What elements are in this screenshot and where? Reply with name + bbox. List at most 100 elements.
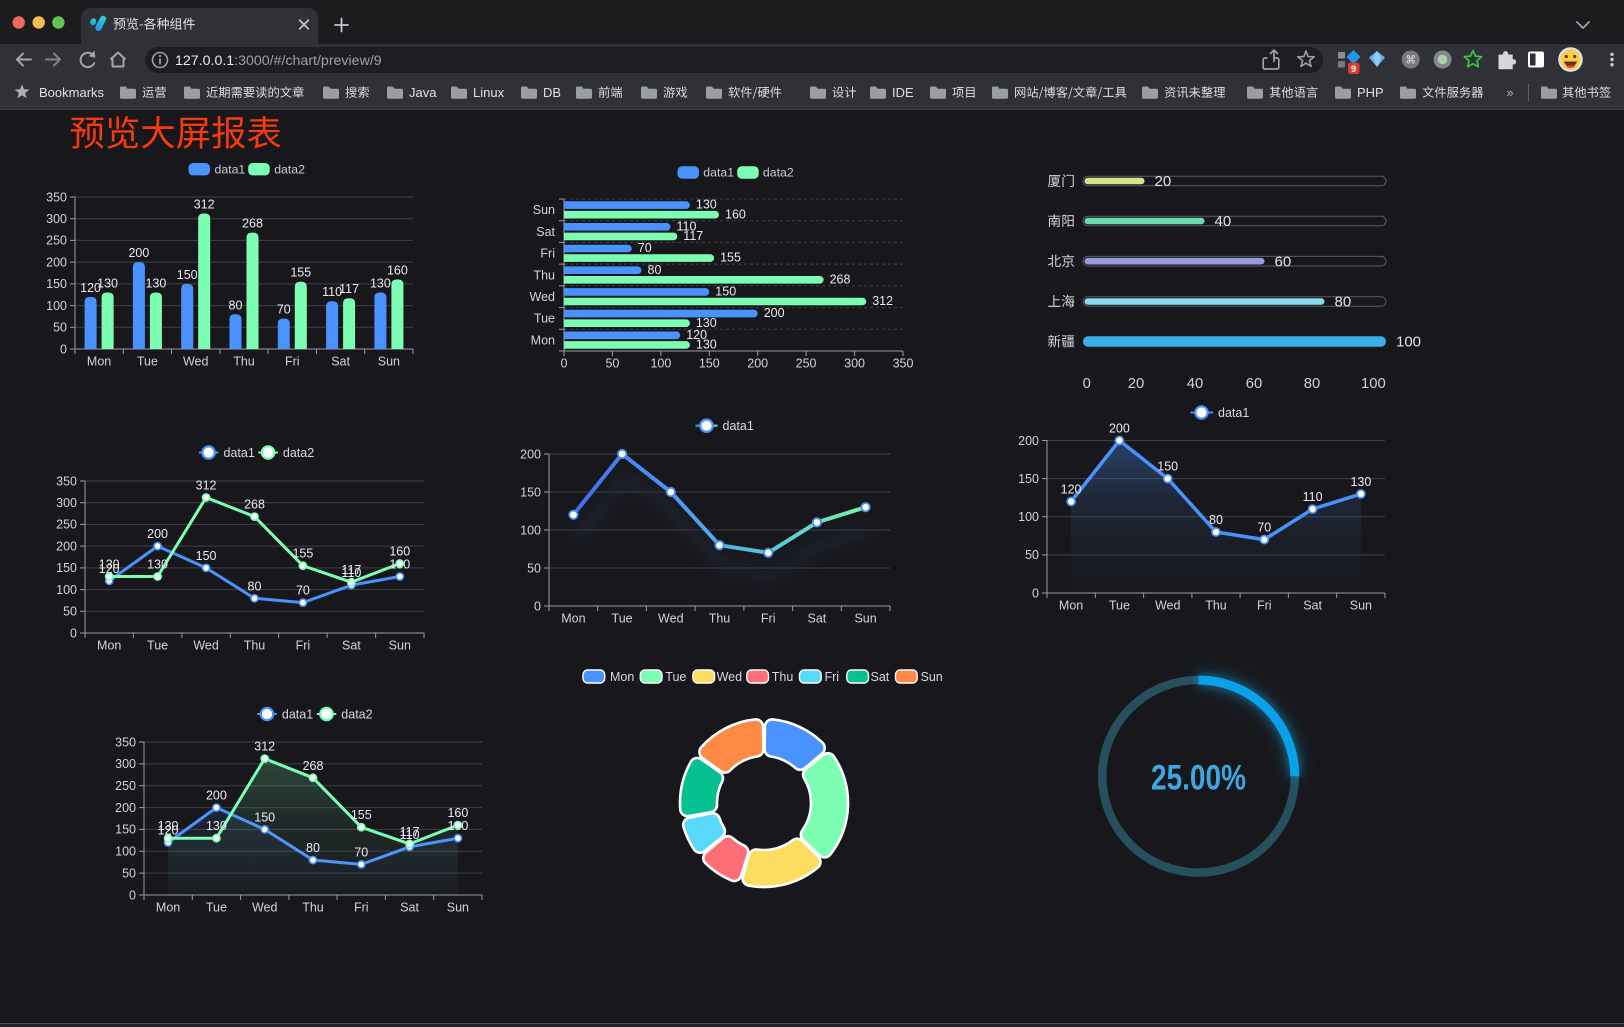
svg-text:Tue: Tue — [534, 312, 555, 326]
svg-text:PHP: PHP — [1357, 85, 1384, 100]
svg-text:130: 130 — [158, 819, 179, 833]
svg-text:Sun: Sun — [378, 355, 400, 369]
svg-text:data1: data1 — [215, 162, 246, 176]
svg-text:100: 100 — [1361, 376, 1386, 392]
svg-text:200: 200 — [764, 306, 785, 320]
svg-text:110: 110 — [400, 828, 420, 842]
svg-text:268: 268 — [244, 498, 265, 512]
svg-text:80: 80 — [1304, 376, 1320, 392]
svg-text:130: 130 — [145, 277, 166, 291]
svg-text:100: 100 — [650, 357, 671, 371]
svg-text:268: 268 — [303, 759, 324, 773]
svg-text:Sun: Sun — [389, 639, 411, 653]
svg-text:312: 312 — [194, 198, 215, 212]
svg-text:data1: data1 — [224, 446, 255, 460]
svg-text:155: 155 — [720, 251, 741, 265]
svg-text:70: 70 — [1257, 521, 1271, 535]
svg-text:data1: data1 — [282, 707, 313, 721]
svg-text:100: 100 — [1018, 510, 1039, 524]
svg-text:Thu: Thu — [709, 612, 731, 626]
svg-text:Linux: Linux — [473, 85, 505, 100]
svg-text:Tue: Tue — [206, 901, 227, 915]
svg-text:300: 300 — [844, 357, 865, 371]
svg-text:117: 117 — [400, 825, 420, 839]
svg-text:268: 268 — [242, 217, 263, 231]
svg-text:80: 80 — [1209, 513, 1223, 527]
svg-text:50: 50 — [53, 321, 67, 335]
svg-text:0: 0 — [1083, 376, 1091, 392]
svg-text:350: 350 — [56, 474, 77, 488]
svg-text:80: 80 — [1335, 294, 1352, 311]
svg-text:130: 130 — [696, 316, 717, 330]
svg-text:Thu: Thu — [244, 639, 266, 653]
svg-text:200: 200 — [56, 539, 77, 553]
svg-text:0: 0 — [534, 599, 541, 613]
svg-text:0: 0 — [1032, 586, 1039, 600]
svg-text:130: 130 — [97, 277, 118, 291]
svg-text:Sun: Sun — [1350, 599, 1372, 613]
svg-text:150: 150 — [1157, 460, 1178, 474]
svg-text:150: 150 — [177, 268, 198, 282]
svg-text:Tue: Tue — [1109, 599, 1130, 613]
svg-text:data1: data1 — [1218, 406, 1249, 420]
svg-text:155: 155 — [351, 808, 372, 822]
svg-text:160: 160 — [447, 806, 468, 820]
svg-text:Tue: Tue — [137, 355, 158, 369]
svg-text:70: 70 — [277, 303, 291, 317]
svg-text:350: 350 — [893, 357, 914, 371]
svg-text:200: 200 — [1018, 434, 1039, 448]
svg-text:200: 200 — [115, 801, 136, 815]
svg-text:160: 160 — [389, 545, 410, 559]
svg-text:Mon: Mon — [610, 670, 634, 684]
svg-text:Mon: Mon — [1059, 599, 1083, 613]
svg-text:Mon: Mon — [531, 333, 555, 347]
svg-text:100: 100 — [115, 845, 136, 859]
svg-text:110: 110 — [341, 566, 361, 580]
svg-text:Java: Java — [409, 85, 437, 100]
svg-text:155: 155 — [290, 266, 311, 280]
svg-text:160: 160 — [725, 207, 746, 221]
svg-text:»: » — [1506, 85, 1513, 100]
svg-text:Thu: Thu — [233, 355, 255, 369]
svg-text:300: 300 — [46, 212, 67, 226]
svg-text:20: 20 — [1128, 376, 1144, 392]
svg-text:155: 155 — [292, 547, 313, 561]
svg-text:160: 160 — [387, 264, 408, 278]
svg-text:Fri: Fri — [296, 639, 311, 653]
svg-text:300: 300 — [115, 757, 136, 771]
svg-text:Wed: Wed — [1155, 599, 1181, 613]
svg-text:150: 150 — [715, 285, 736, 299]
svg-text:130: 130 — [696, 338, 717, 352]
svg-text:312: 312 — [196, 479, 217, 493]
svg-text:Fri: Fri — [1257, 599, 1272, 613]
svg-text:⌘: ⌘ — [1405, 55, 1416, 67]
svg-text:312: 312 — [872, 294, 893, 308]
svg-text:50: 50 — [1025, 548, 1039, 562]
svg-text:Tue: Tue — [612, 612, 633, 626]
svg-text:250: 250 — [56, 518, 77, 532]
svg-text:Mon: Mon — [156, 901, 180, 915]
svg-text:80: 80 — [648, 263, 662, 277]
svg-text:50: 50 — [63, 605, 77, 619]
svg-text:70: 70 — [638, 241, 652, 255]
svg-text:Wed: Wed — [193, 639, 219, 653]
svg-text:117: 117 — [341, 563, 361, 577]
svg-text:250: 250 — [115, 779, 136, 793]
svg-text:110: 110 — [677, 219, 697, 233]
svg-text:150: 150 — [115, 823, 136, 837]
svg-text:Sun: Sun — [447, 901, 469, 915]
svg-text:200: 200 — [46, 255, 67, 269]
svg-text:200: 200 — [747, 357, 768, 371]
svg-text:200: 200 — [128, 246, 149, 260]
svg-text:250: 250 — [796, 357, 817, 371]
svg-text:Fri: Fri — [761, 612, 776, 626]
svg-text:150: 150 — [520, 485, 541, 499]
svg-text:Sun: Sun — [533, 203, 555, 217]
svg-text:150: 150 — [46, 277, 67, 291]
svg-text:100: 100 — [520, 523, 541, 537]
svg-text:Wed: Wed — [530, 290, 556, 304]
svg-text:130: 130 — [1350, 475, 1371, 489]
svg-text:Fri: Fri — [540, 247, 555, 261]
svg-text:Sat: Sat — [871, 670, 890, 684]
svg-text:50: 50 — [605, 357, 619, 371]
